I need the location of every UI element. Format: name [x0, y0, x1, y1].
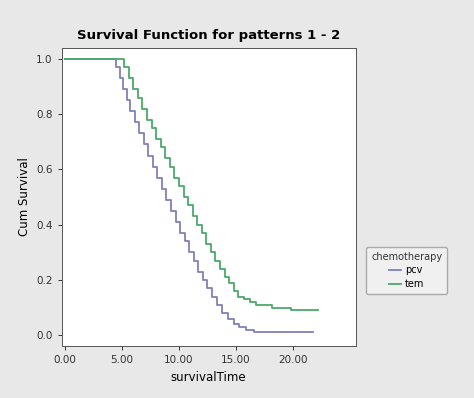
tem	[194, 222, 200, 227]
tem	[199, 230, 205, 235]
pcv	[150, 164, 155, 169]
pcv	[110, 57, 116, 61]
tem	[270, 305, 275, 310]
tem	[203, 242, 209, 246]
pcv	[209, 294, 215, 299]
tem	[226, 280, 232, 285]
tem	[222, 275, 228, 279]
tem	[235, 294, 241, 299]
tem	[176, 183, 182, 188]
pcv	[225, 316, 231, 321]
tem	[172, 175, 177, 180]
pcv	[173, 220, 178, 224]
tem	[130, 87, 136, 92]
pcv	[251, 330, 257, 335]
tem	[241, 297, 246, 302]
tem	[185, 203, 191, 208]
tem	[231, 289, 237, 293]
pcv	[258, 330, 264, 335]
tem	[315, 308, 321, 313]
Line: pcv: pcv	[65, 59, 313, 332]
Y-axis label: Cum Survival: Cum Survival	[18, 158, 30, 236]
pcv	[214, 302, 219, 307]
tem	[126, 76, 132, 80]
Line: tem: tem	[65, 59, 318, 310]
pcv	[124, 98, 129, 103]
tem	[121, 65, 127, 70]
pcv	[127, 109, 133, 114]
tem	[288, 308, 293, 313]
tem	[212, 258, 218, 263]
pcv	[120, 87, 126, 92]
tem	[135, 95, 141, 100]
pcv	[164, 197, 169, 202]
Legend: pcv, tem: pcv, tem	[366, 247, 447, 294]
pcv	[182, 239, 188, 244]
tem	[158, 145, 164, 150]
pcv	[219, 311, 225, 316]
tem	[118, 57, 124, 61]
tem	[310, 308, 316, 313]
tem	[254, 302, 259, 307]
tem	[163, 156, 168, 161]
pcv	[200, 277, 206, 282]
pcv	[177, 230, 183, 235]
pcv	[113, 65, 119, 70]
tem	[208, 250, 214, 255]
tem	[153, 137, 159, 141]
pcv	[231, 322, 237, 326]
pcv	[243, 327, 249, 332]
pcv	[191, 258, 197, 263]
pcv	[146, 153, 151, 158]
tem	[190, 214, 195, 219]
tem	[262, 302, 267, 307]
tem	[144, 117, 150, 122]
pcv	[132, 120, 137, 125]
tem	[149, 125, 155, 130]
tem	[299, 308, 305, 313]
pcv	[117, 76, 123, 80]
pcv	[159, 186, 164, 191]
tem	[217, 267, 223, 271]
pcv	[141, 142, 146, 147]
tem	[62, 57, 68, 61]
pcv	[168, 209, 174, 213]
tem	[279, 305, 284, 310]
pcv	[205, 286, 210, 291]
pcv	[310, 330, 316, 335]
tem	[247, 300, 253, 304]
tem	[140, 106, 146, 111]
pcv	[62, 57, 68, 61]
tem	[167, 164, 173, 169]
pcv	[136, 131, 142, 136]
pcv	[186, 250, 192, 255]
pcv	[195, 269, 201, 274]
pcv	[237, 324, 242, 329]
tem	[181, 195, 186, 199]
Title: Survival Function for patterns 1 - 2: Survival Function for patterns 1 - 2	[77, 29, 340, 43]
X-axis label: survivalTime: survivalTime	[171, 371, 246, 384]
pcv	[155, 175, 160, 180]
